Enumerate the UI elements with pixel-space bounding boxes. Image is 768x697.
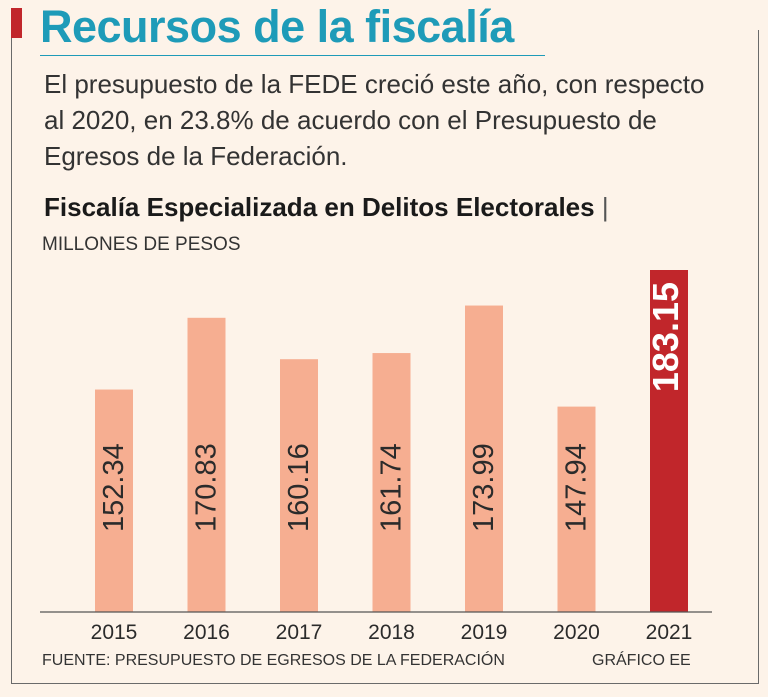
x-tick-2019: 2019 xyxy=(461,621,508,644)
title-underline xyxy=(40,55,545,56)
source-note: FUENTE: PRESUPUESTO DE EGRESOS DE LA FED… xyxy=(42,652,505,669)
page-title: Recursos de la fiscalía xyxy=(40,1,514,52)
chart-frame xyxy=(11,30,759,684)
value-label-2020: 147.94 xyxy=(561,443,593,532)
bar-2019 xyxy=(465,305,503,612)
bar-2017 xyxy=(280,359,318,612)
x-tick-2018: 2018 xyxy=(368,621,415,644)
value-label-2016: 170.83 xyxy=(191,443,223,532)
value-label-2015: 152.34 xyxy=(98,443,130,532)
value-label-2019: 173.99 xyxy=(468,443,500,532)
value-label-2021: 183.15 xyxy=(645,282,686,392)
bar-2016 xyxy=(187,317,226,612)
bar-2021 xyxy=(650,270,688,612)
chart-title-text: Fiscalía Especializada en Delitos Electo… xyxy=(44,192,595,222)
units-label: MILLONES DE PESOS xyxy=(42,234,241,255)
value-label-2017: 160.16 xyxy=(283,443,315,532)
chart-title: Fiscalía Especializada en Delitos Electo… xyxy=(44,192,609,223)
x-tick-2017: 2017 xyxy=(276,621,323,644)
bar-2020 xyxy=(557,406,596,612)
title-accent-marker xyxy=(11,8,22,38)
x-tick-2020: 2020 xyxy=(553,621,600,644)
chart-title-separator: | xyxy=(601,192,609,222)
graphic-credit: GRÁFICO EE xyxy=(592,652,691,669)
bar-2018 xyxy=(372,353,411,612)
bar-2015 xyxy=(95,389,133,612)
x-tick-2021: 2021 xyxy=(646,621,693,644)
subtitle: El presupuesto de la FEDE creció este añ… xyxy=(44,69,705,171)
value-label-2018: 161.74 xyxy=(376,443,408,532)
x-tick-2015: 2015 xyxy=(91,621,138,644)
x-tick-2016: 2016 xyxy=(183,621,230,644)
